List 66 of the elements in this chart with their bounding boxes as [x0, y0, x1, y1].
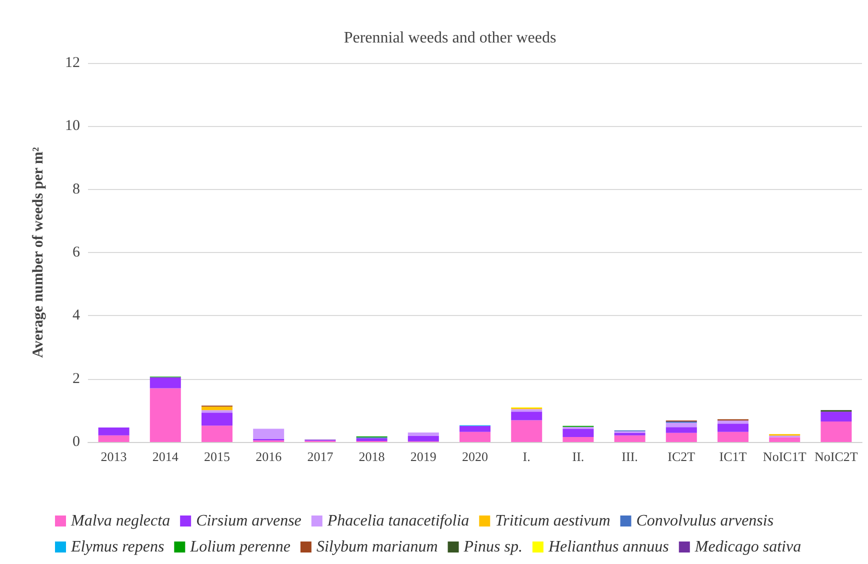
- bar: [98, 435, 130, 442]
- y-axis-title: Average number of weeds per m²: [30, 146, 46, 358]
- x-tick-label: 2020: [462, 449, 488, 464]
- bar: [666, 422, 697, 428]
- bar: [253, 428, 284, 439]
- legend-label: Lolium perenne: [189, 538, 290, 556]
- x-tick-label: 2015: [204, 449, 230, 464]
- bar: [562, 426, 594, 430]
- bar: [666, 427, 697, 433]
- legend-label: Triticum aestivum: [495, 512, 610, 530]
- bar: [356, 438, 388, 442]
- bar: [460, 426, 490, 432]
- x-tick-label: 2014: [152, 449, 179, 464]
- x-tick-label: NoIC1T: [762, 449, 806, 464]
- y-tick-label: 6: [72, 244, 80, 260]
- bar: [202, 406, 232, 410]
- legend-label: Helianthus annuus: [547, 538, 669, 556]
- bar: [408, 432, 439, 436]
- legend-label: Phacelia tanacetifolia: [326, 512, 470, 530]
- bar: [202, 410, 232, 413]
- y-tick-label: 2: [72, 370, 80, 387]
- x-tick-label: 2018: [358, 449, 385, 464]
- bar: [820, 412, 852, 422]
- bar: [202, 426, 232, 442]
- bar: [718, 424, 748, 432]
- legend-label: Convolvulus arvensis: [636, 512, 774, 530]
- x-tick-label: NoIC2T: [814, 449, 858, 464]
- chart-title: Perennial weeds and other weeds: [344, 30, 556, 46]
- legend-label: Medicago sativa: [694, 538, 802, 556]
- y-tick-label: 0: [72, 434, 80, 450]
- bar: [718, 420, 748, 424]
- bar: [511, 420, 542, 442]
- bar: [511, 409, 542, 412]
- legend-label: Elymus repens: [70, 538, 164, 556]
- x-tick-label: IC2T: [668, 449, 696, 464]
- legend-label: Malva neglecta: [70, 512, 170, 530]
- bar: [408, 436, 439, 442]
- y-tick-label: 10: [65, 118, 80, 134]
- y-tick-label: 8: [72, 181, 80, 198]
- x-tick-label: III.: [622, 449, 638, 464]
- bar: [614, 435, 646, 442]
- bar: [820, 421, 852, 442]
- legend-label: Cirsium arvense: [196, 512, 302, 530]
- x-tick-label: I.: [522, 449, 530, 464]
- bar: [562, 429, 594, 437]
- y-tick-label: 4: [72, 308, 80, 324]
- x-tick-label: II.: [572, 449, 584, 464]
- x-tick-label: 2019: [410, 449, 436, 464]
- bar: [150, 377, 181, 388]
- bar: [511, 412, 542, 420]
- bar: [666, 432, 697, 442]
- y-tick-label: 12: [65, 55, 80, 71]
- legend-label: Pinus sp.: [462, 538, 522, 556]
- bar: [769, 437, 800, 442]
- bar: [150, 388, 181, 442]
- bar: [562, 436, 594, 442]
- bar: [614, 432, 646, 436]
- bar: [98, 427, 130, 436]
- bar: [718, 432, 748, 442]
- x-tick-label: IC1T: [719, 449, 747, 464]
- bar: [202, 412, 232, 426]
- x-tick-label: 2013: [100, 449, 127, 464]
- bar: [460, 432, 490, 442]
- x-tick-label: 2017: [307, 449, 334, 464]
- x-tick-label: 2016: [256, 449, 282, 464]
- legend-label: Silybum marianum: [316, 538, 438, 556]
